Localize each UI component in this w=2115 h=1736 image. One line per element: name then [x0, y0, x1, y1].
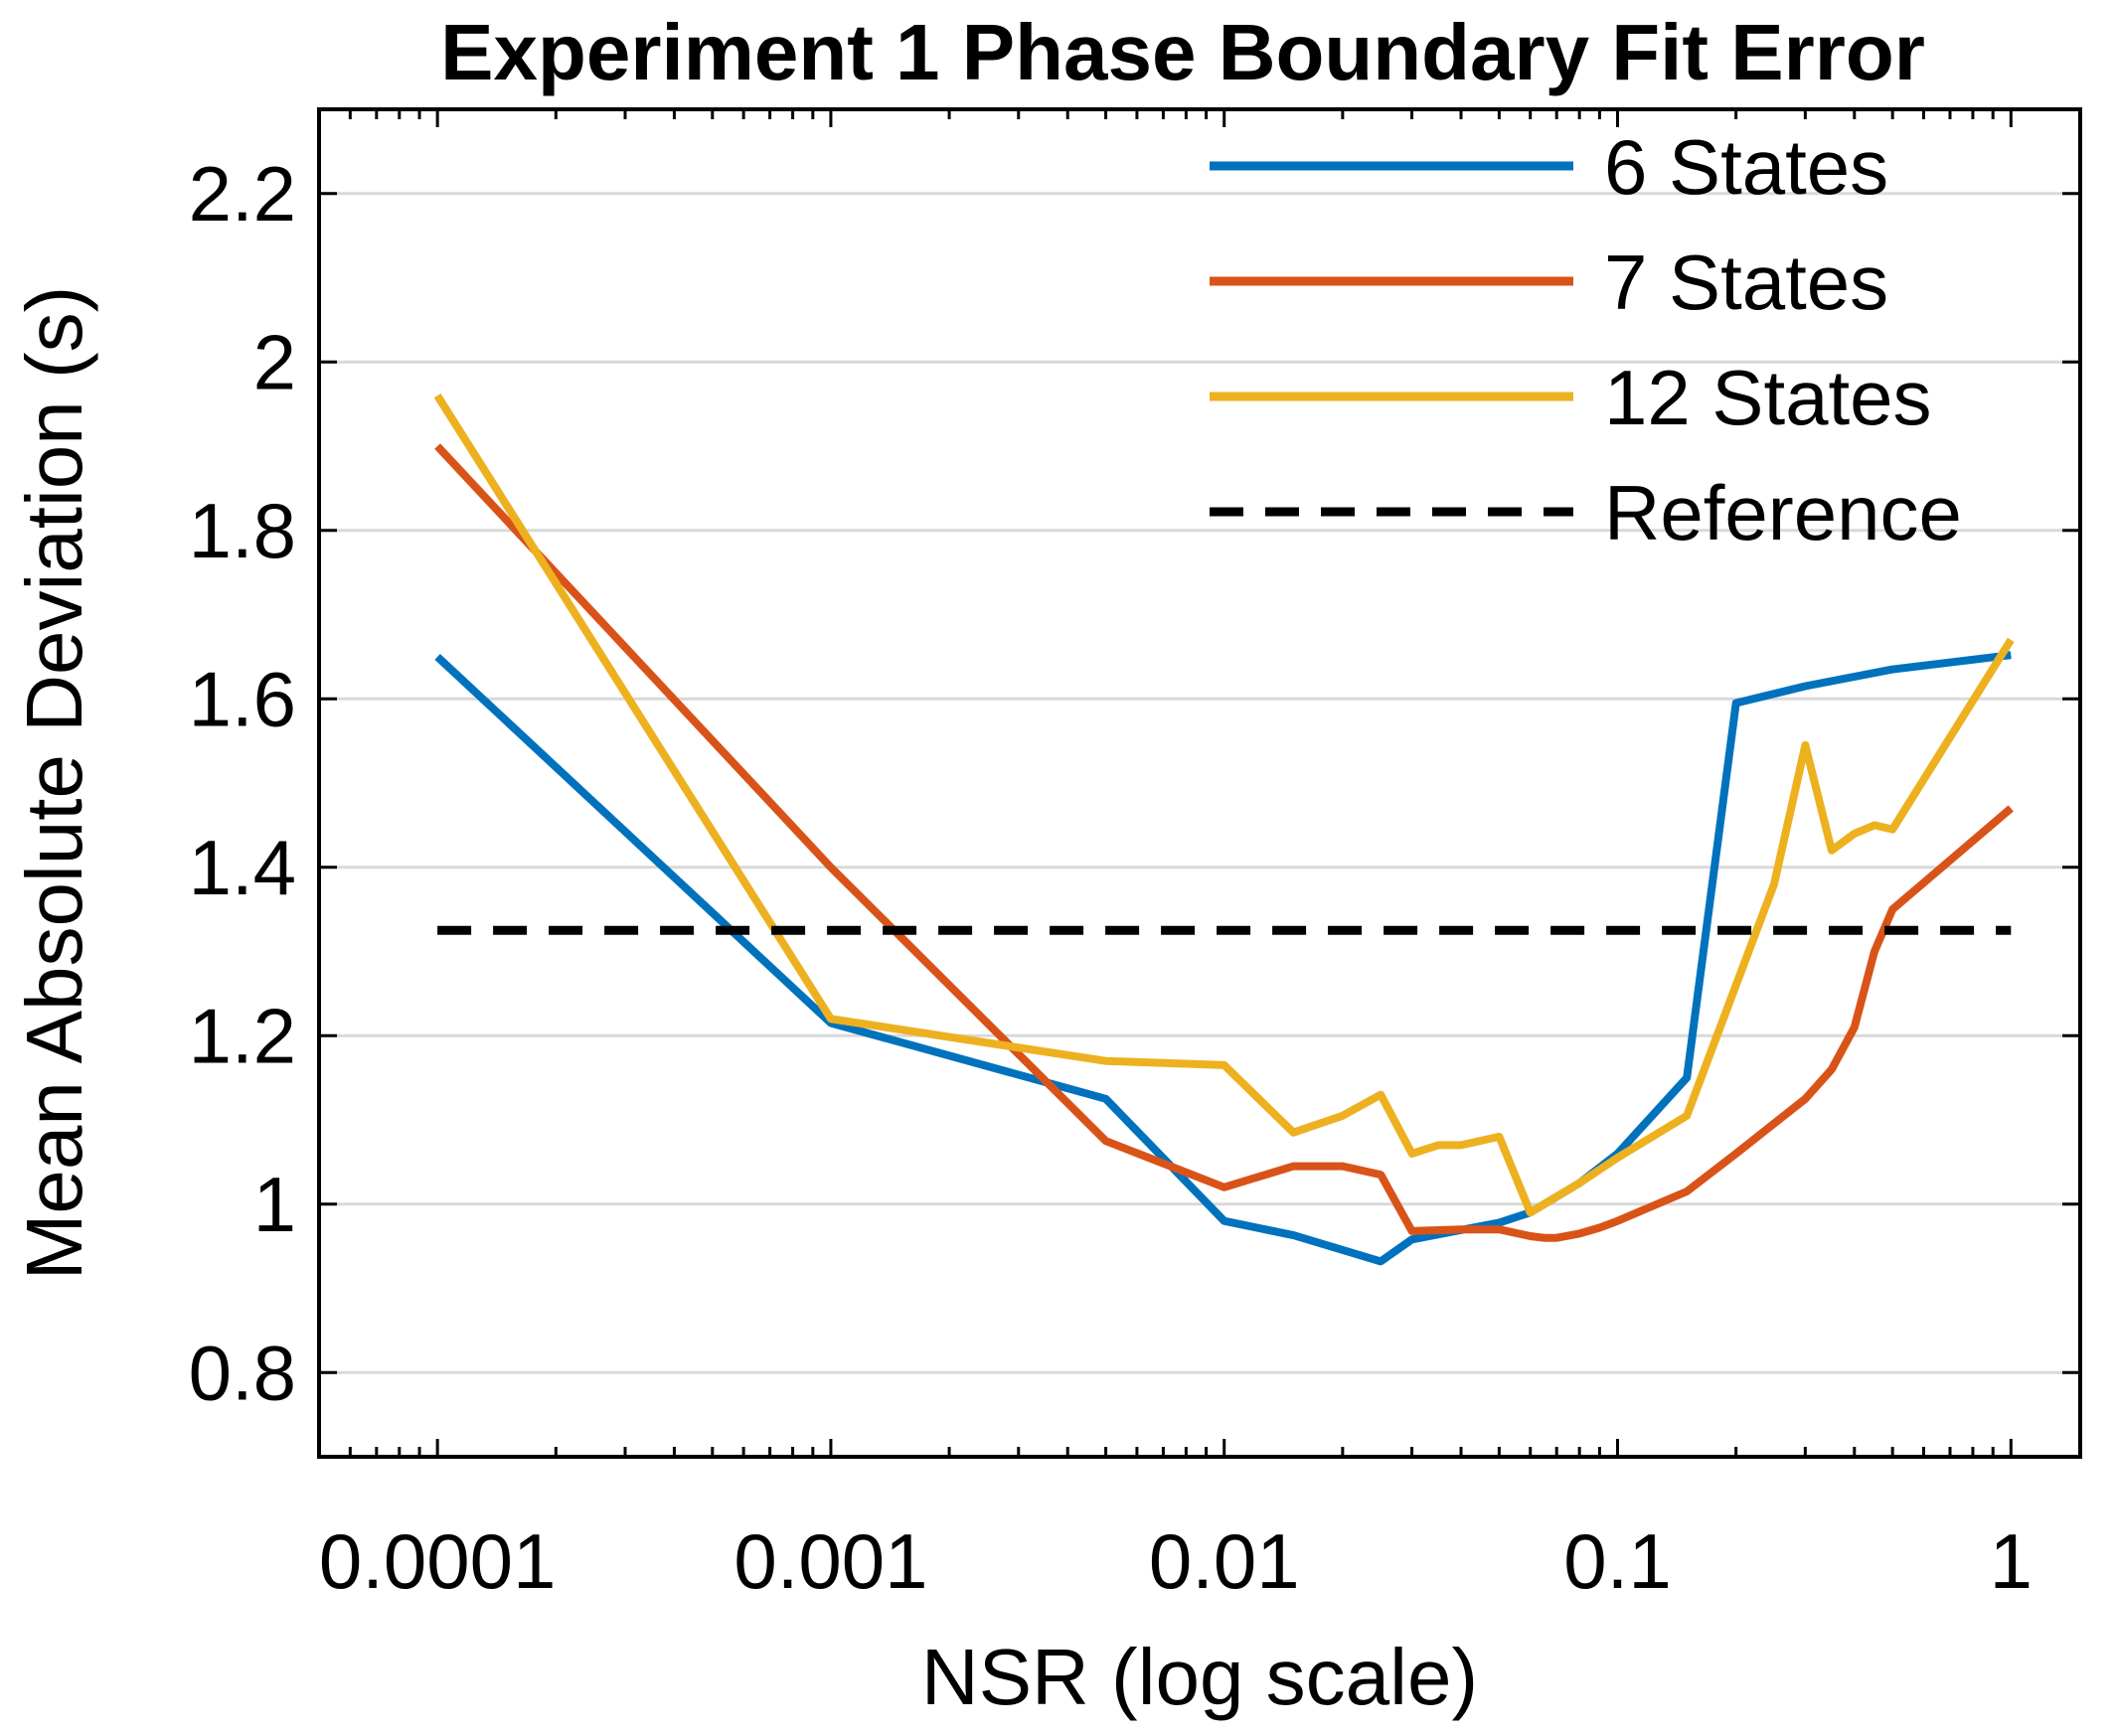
y-axis-label: Mean Absolute Deviation (s) — [10, 286, 98, 1281]
plot-frame — [317, 107, 2082, 1459]
series-line-6-states — [434, 651, 2012, 1266]
legend-label: Reference — [1604, 469, 1962, 556]
chart-title: Experiment 1 Phase Boundary Fit Error — [440, 8, 1925, 96]
y-tick-label: 1.6 — [189, 655, 296, 742]
y-tick-label: 2.2 — [189, 150, 296, 237]
y-tick-label: 1.4 — [189, 824, 296, 911]
x-tick-label: 0.001 — [733, 1517, 927, 1605]
y-axis: 0.8 1 1.2 1.4 1.6 1.8 2 2.2 — [189, 150, 2080, 1416]
x-tick-label: 1 — [1990, 1517, 2033, 1605]
y-tick-label: 1.8 — [189, 487, 296, 574]
legend-label: 7 States — [1604, 238, 1888, 326]
legend-label: 6 States — [1604, 123, 1888, 211]
y-tick-label: 2 — [253, 318, 296, 405]
x-tick-label: 0.1 — [1563, 1517, 1671, 1605]
x-axis: 0.0001 0.001 0.01 0.1 1 — [317, 109, 2033, 1605]
series-line-12-states — [433, 393, 2015, 1217]
y-tick-label: 1 — [253, 1161, 296, 1248]
x-tick-label: 0.01 — [1149, 1517, 1300, 1605]
legend: 6 States 7 States 12 States Reference — [1210, 123, 1962, 556]
grid-lines — [319, 192, 2080, 1374]
x-axis-label: NSR (log scale) — [921, 1633, 1478, 1721]
legend-label: 12 States — [1604, 354, 1932, 441]
series-line-7-states — [434, 443, 2014, 1242]
series-lines — [433, 393, 2015, 1266]
y-tick-label: 1.2 — [189, 992, 296, 1079]
x-tick-label: 0.0001 — [319, 1517, 557, 1605]
y-tick-label: 0.8 — [189, 1329, 296, 1416]
